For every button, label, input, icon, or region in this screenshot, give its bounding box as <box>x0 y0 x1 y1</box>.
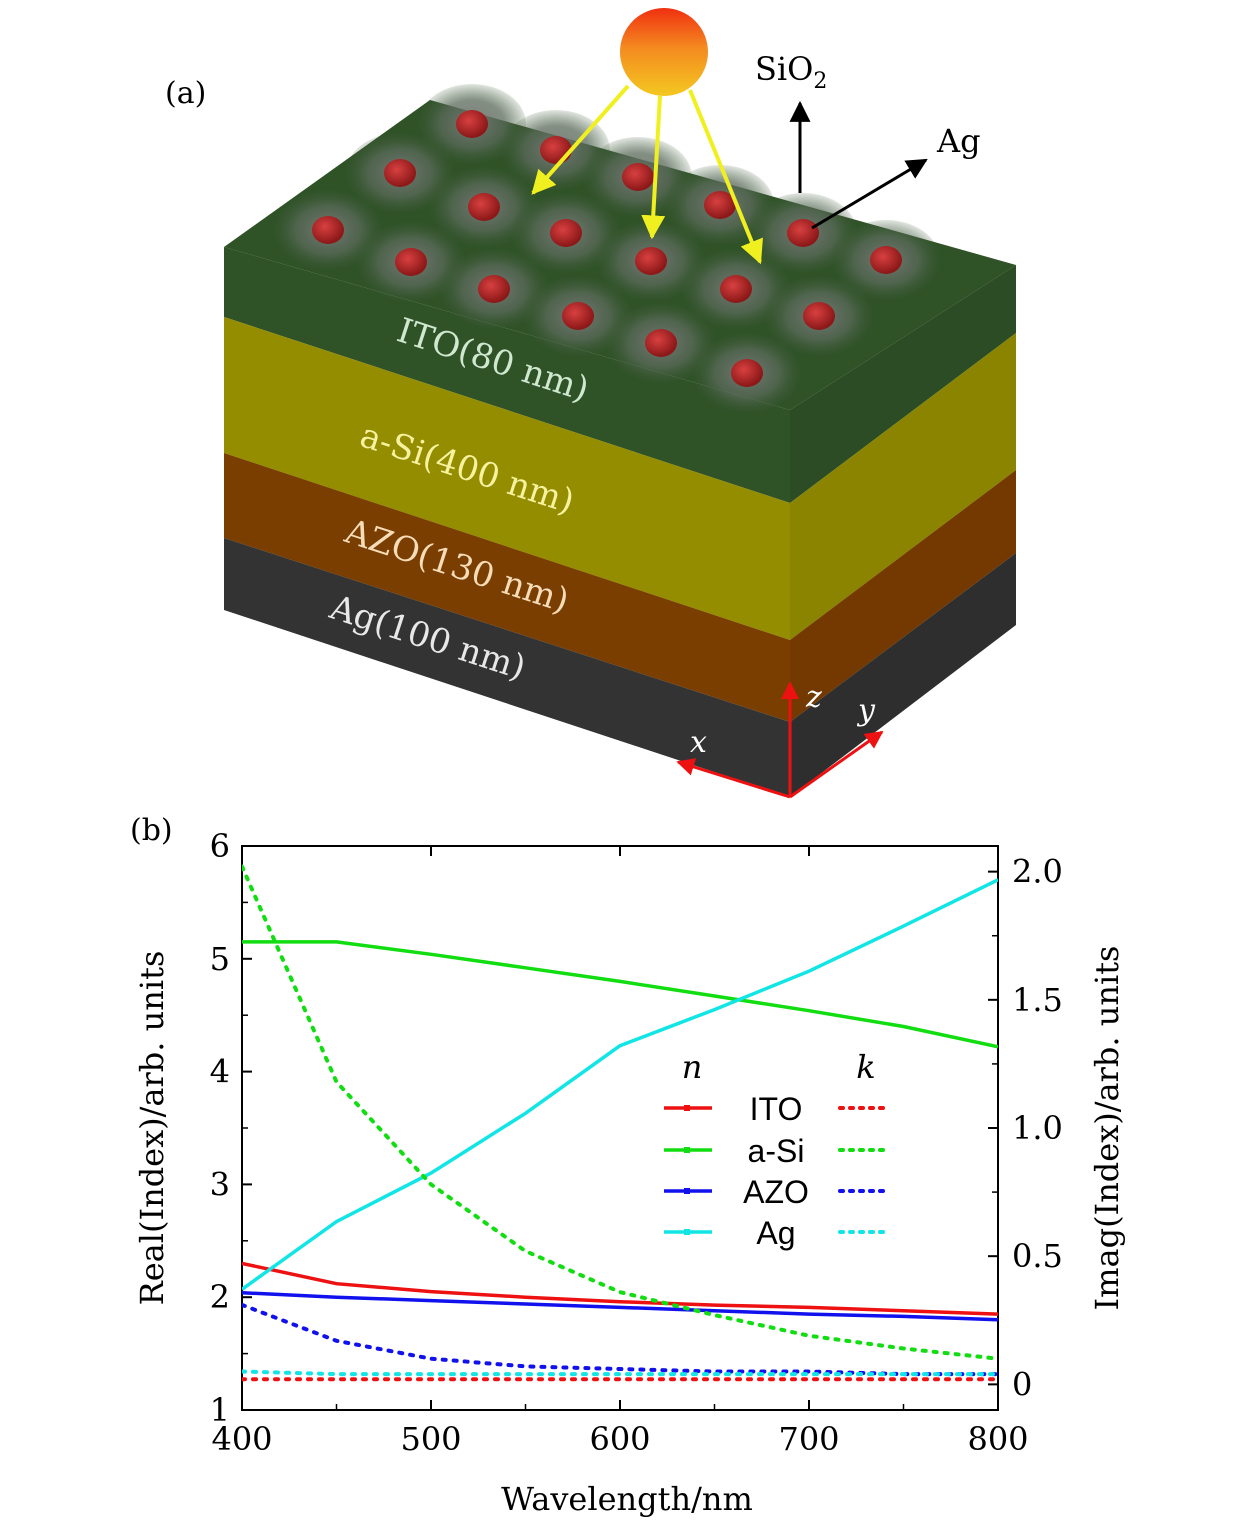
nanoparticle-array <box>274 84 940 413</box>
y-tick-label: 2 <box>210 1278 230 1316</box>
asi-side <box>790 333 1016 640</box>
panel-a-label: (a) <box>165 76 206 111</box>
azo-side <box>790 470 1016 722</box>
ag-nanoparticle <box>720 275 752 303</box>
ag-nanoparticle <box>731 359 763 387</box>
ag-nanoparticle <box>395 248 427 276</box>
series-line-a-si-k <box>242 864 998 1361</box>
ag-nanoparticle <box>456 110 488 138</box>
legend-marker-n <box>684 1147 690 1153</box>
y-axis-right: 0 0.5 1.0 1.5 2.0 <box>988 853 1063 1403</box>
light-ray <box>688 89 763 265</box>
ag-nanoparticle <box>468 193 500 221</box>
axis-label-x: x <box>690 725 707 760</box>
ag-front <box>224 538 790 797</box>
ag-nanoparticle <box>645 329 677 357</box>
plot-frame <box>241 845 999 1411</box>
x-tick-label: 600 <box>589 1420 650 1458</box>
light-ray <box>531 84 630 195</box>
legend-header-n: n <box>682 1048 703 1086</box>
y2-axis-title: Imag(Index)/arb. units <box>1088 946 1126 1311</box>
ag-nanoparticle <box>870 246 902 274</box>
legend-label: AZO <box>743 1174 809 1210</box>
ag-nanoparticle <box>478 275 510 303</box>
light-ray <box>641 95 666 240</box>
legend-header-k: k <box>856 1048 875 1086</box>
x-tick-label: 800 <box>967 1420 1028 1458</box>
legend-label: a-Si <box>748 1133 805 1169</box>
panel-b-label: (b) <box>130 813 173 848</box>
legend-marker-n <box>684 1105 690 1111</box>
series-line-ito-n <box>242 1261 998 1316</box>
asi-front <box>224 317 790 640</box>
x-tick-label: 500 <box>400 1420 461 1458</box>
sio2-label: SiO2 <box>755 50 827 94</box>
ag-side <box>790 553 1016 797</box>
ag-nanoparticle <box>550 219 582 247</box>
x-axis-title: Wavelength/nm <box>501 1480 753 1518</box>
y-tick-label: 4 <box>210 1053 230 1091</box>
legend: n k ITO a-Si AZO Ag <box>664 1048 890 1251</box>
x-tick-label: 700 <box>778 1420 839 1458</box>
y-tick-label: 6 <box>210 827 230 865</box>
ag-nanoparticle <box>312 216 344 244</box>
ag-nanoparticle <box>622 163 654 191</box>
azo-front <box>224 453 790 722</box>
x-axis: 400 500 600 700 800 <box>211 846 1029 1458</box>
ito-side <box>790 265 1016 503</box>
y2-tick-label: 0.5 <box>1012 1237 1063 1275</box>
series-line-azo-n <box>242 1290 998 1322</box>
legend-label: Ag <box>756 1215 795 1251</box>
refractive-index-chart: 400 500 600 700 800 1 2 3 4 5 6 0 0.5 1.0 1.5 2.0 Wav… <box>133 827 1126 1518</box>
x-tick-label: 400 <box>211 1420 272 1458</box>
y2-tick-label: 1.0 <box>1012 1109 1063 1147</box>
ag-particle-label: Ag <box>936 122 981 160</box>
ag-arrow <box>811 158 928 230</box>
y-tick-label: 1 <box>210 1391 230 1429</box>
coordinate-axes: z x y <box>676 680 884 799</box>
axis-label-y: y <box>856 693 876 728</box>
y2-tick-label: 2.0 <box>1012 853 1063 891</box>
ag-nanoparticle <box>635 247 667 275</box>
ag-nanoparticle <box>384 159 416 187</box>
ito-front <box>224 247 790 503</box>
series-line-ag-n <box>242 878 998 1291</box>
ag-nanoparticle <box>803 302 835 330</box>
axis-label-z: z <box>805 680 822 715</box>
ag-nanoparticle <box>787 219 819 247</box>
y2-tick-label: 1.5 <box>1012 981 1063 1019</box>
series-line-ag-k <box>242 1369 998 1377</box>
legend-marker-n <box>684 1188 690 1194</box>
ag-nanoparticle <box>704 191 736 219</box>
layer-stack-diagram: ITO(80 nm) a-Si(400 nm) AZO(130 nm) Ag(1… <box>224 8 1016 799</box>
y2-tick-label: 0 <box>1012 1365 1032 1403</box>
ag-nanoparticle <box>540 136 572 164</box>
y-axis-title: Real(Index)/arb. units <box>133 951 171 1306</box>
y-tick-label: 3 <box>210 1165 230 1203</box>
ag-nanoparticle <box>562 302 594 330</box>
legend-label: ITO <box>750 1091 803 1127</box>
series-group <box>242 864 998 1382</box>
series-line-a-si-n <box>242 940 998 1049</box>
sun-icon <box>620 8 708 96</box>
y-axis-left: 1 2 3 4 5 6 <box>210 827 252 1429</box>
legend-marker-n <box>684 1229 690 1235</box>
y-tick-label: 5 <box>210 940 230 978</box>
